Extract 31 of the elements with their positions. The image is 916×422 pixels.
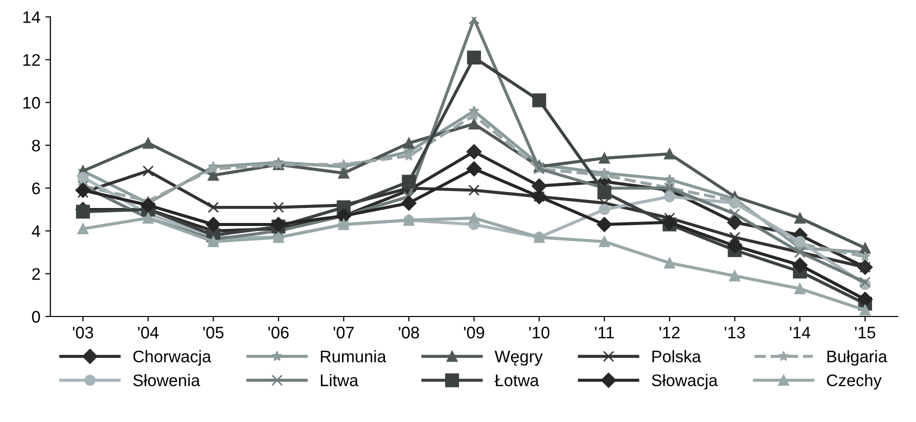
x-tick-label: '12 [660, 326, 680, 338]
x-tick-label: '07 [334, 326, 354, 338]
legend-label: Słowacja [652, 374, 718, 390]
y-tick-label: 8 [32, 140, 40, 152]
y-tick-label: 0 [32, 310, 40, 323]
y-tick-label: 2 [32, 268, 40, 280]
legend-label: Rumunia [320, 350, 386, 362]
x-tick-label: '11 [594, 326, 614, 338]
x-tick-label: '14 [790, 326, 810, 338]
x-tick-label: '09 [464, 326, 484, 338]
legend-label: Polska [652, 350, 702, 362]
legend-label: Węgry [494, 350, 543, 366]
x-tick-label: '05 [203, 326, 224, 338]
y-tick-label: 6 [32, 182, 40, 194]
legend-label: Chorwacja [133, 350, 212, 366]
y-tick-label: 10 [23, 96, 40, 109]
y-tick-label: 12 [23, 54, 40, 66]
legend-label: Bułgaria [827, 350, 888, 366]
x-tick-label: '15 [855, 326, 876, 338]
legend-label: Czechy [826, 374, 882, 390]
legend-label: Litwa [320, 374, 358, 386]
legend-label: Słowenia [133, 374, 200, 386]
y-tick-label: 4 [32, 225, 40, 237]
x-tick-label: '06 [268, 326, 289, 338]
y-tick-label: 14 [23, 11, 40, 23]
legend-label: Łotwa [494, 374, 540, 386]
x-tick-label: '03 [72, 326, 94, 338]
x-tick-label: '10 [529, 326, 550, 338]
x-tick-label: '08 [398, 326, 419, 338]
x-tick-label: '04 [138, 326, 159, 338]
x-tick-label: '13 [724, 326, 745, 338]
